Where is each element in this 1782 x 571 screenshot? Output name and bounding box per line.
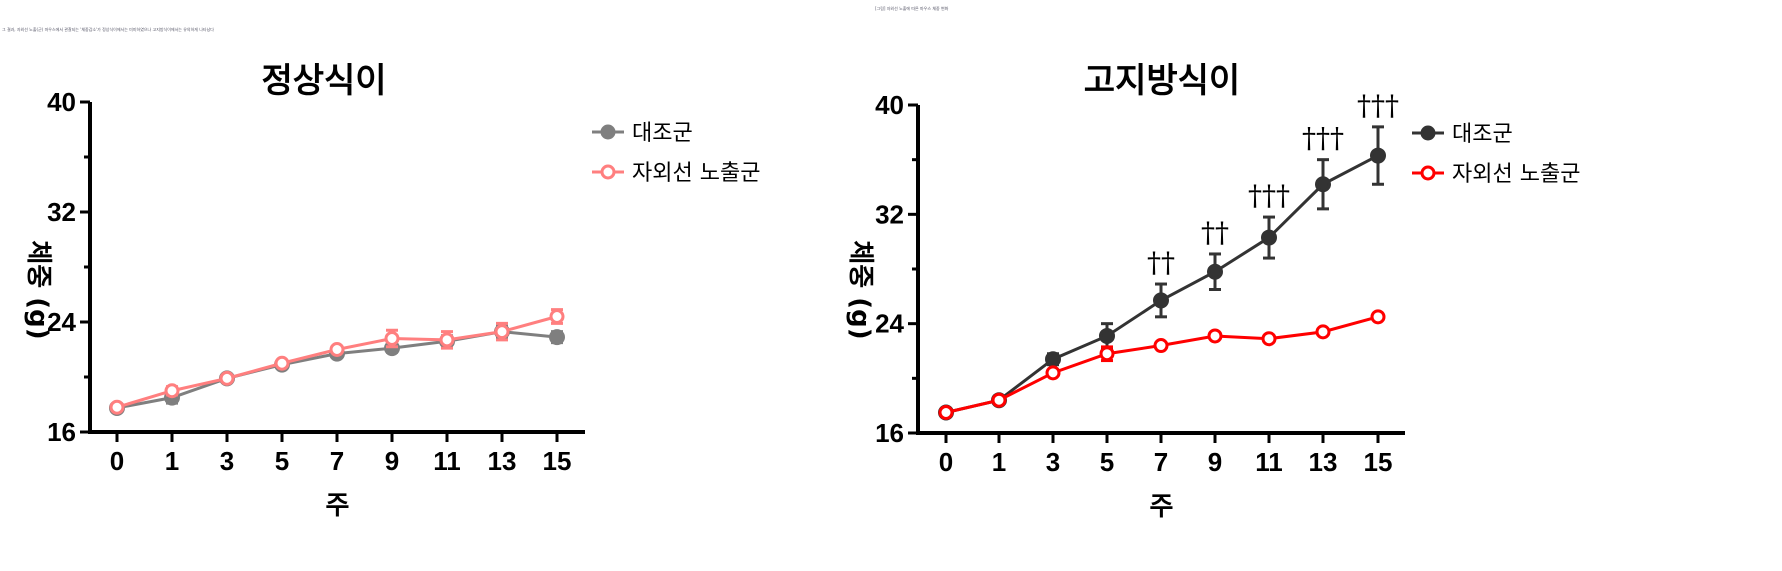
significance-annotation: ††: [1147, 246, 1175, 279]
x-tick-label: 5: [275, 446, 289, 476]
x-tick-label: 0: [110, 446, 124, 476]
data-point: [1261, 229, 1277, 246]
chart-title: 정상식이: [261, 61, 386, 101]
y-tick-label: 40: [875, 90, 904, 120]
data-point: [329, 342, 345, 357]
x-axis-label: 주: [326, 491, 350, 521]
series-line: [945, 315, 1379, 414]
y-tick-label: 16: [875, 418, 904, 448]
y-axis-label: 체중 (g): [845, 240, 875, 339]
x-tick-label: 11: [433, 446, 461, 476]
significance-annotation: †††: [1357, 89, 1399, 122]
chart-title: 고지방식이: [1084, 61, 1240, 101]
data-point: [549, 329, 565, 346]
data-point: [549, 309, 565, 324]
data-point: [991, 392, 1007, 408]
x-tick-label: 15: [1364, 447, 1393, 477]
data-point: [1315, 324, 1331, 340]
data-point: [109, 399, 125, 415]
significance-annotation: †††: [1302, 122, 1344, 155]
x-tick-label: 9: [385, 446, 399, 476]
legend-marker: [1420, 125, 1436, 141]
legend-label: 자외선 노출군: [632, 161, 760, 186]
data-point: [938, 405, 954, 420]
data-point: [219, 370, 235, 386]
y-tick-label: 24: [47, 307, 76, 337]
legend-marker: [600, 124, 616, 140]
data-point: [274, 355, 290, 371]
y-axis-label: 체중 (g): [23, 240, 53, 339]
x-tick-label: 13: [488, 446, 517, 476]
data-point: [1315, 176, 1331, 193]
caption-text: 그 결과, 자외선 노출(군) 마우스에서 관찰되는 '체중감소'가 정상식이에…: [2, 27, 214, 32]
data-point: [1045, 365, 1061, 381]
x-tick-label: 0: [939, 447, 953, 477]
data-point: [1099, 346, 1115, 362]
data-point: [1099, 327, 1115, 344]
data-point: [494, 324, 510, 340]
data-point: [1045, 351, 1061, 368]
significance-annotation: ††: [1201, 216, 1229, 249]
x-tick-label: 11: [1255, 447, 1283, 477]
y-tick-label: 32: [47, 197, 76, 227]
x-tick-label: 9: [1208, 447, 1222, 477]
y-tick-label: 40: [47, 87, 76, 117]
legend-marker: [600, 164, 616, 180]
data-point: [1207, 263, 1223, 280]
legend-label: 자외선 노출군: [1452, 162, 1580, 187]
x-axis-label: 주: [1150, 492, 1174, 522]
x-tick-label: 5: [1100, 447, 1114, 477]
data-point: [1153, 292, 1169, 309]
x-tick-label: 1: [992, 447, 1006, 477]
data-point: [1261, 331, 1277, 347]
y-tick-label: 32: [875, 199, 904, 229]
legend-label: 대조군: [632, 121, 693, 146]
x-tick-label: 1: [165, 446, 179, 476]
data-point: [164, 383, 180, 399]
y-tick-label: 24: [875, 309, 904, 339]
x-tick-label: 7: [330, 446, 344, 476]
data-point: [439, 332, 455, 348]
significance-annotation: †††: [1248, 179, 1290, 212]
data-point: [1207, 328, 1223, 344]
x-tick-label: 3: [1046, 447, 1060, 477]
data-point: [1370, 147, 1386, 164]
data-point: [384, 331, 400, 346]
data-point: [1370, 309, 1386, 325]
legend-marker: [1420, 165, 1436, 181]
x-tick-label: 3: [220, 446, 234, 476]
x-tick-label: 15: [543, 446, 572, 476]
legend-label: 대조군: [1452, 122, 1513, 147]
y-tick-label: 16: [47, 417, 76, 447]
data-point: [1153, 338, 1169, 354]
x-tick-label: 7: [1154, 447, 1168, 477]
figure-label: [그림] 자외선 노출에 따른 마우스 체중 변화: [875, 6, 949, 11]
x-tick-label: 13: [1309, 447, 1338, 477]
